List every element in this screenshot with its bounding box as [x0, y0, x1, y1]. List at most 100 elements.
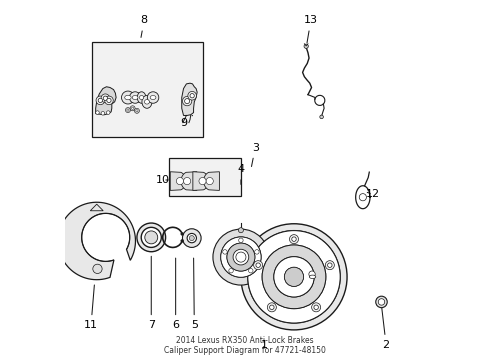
Circle shape	[187, 91, 196, 100]
Circle shape	[134, 108, 139, 113]
Circle shape	[304, 44, 308, 48]
Circle shape	[220, 237, 261, 277]
Text: 8: 8	[140, 15, 147, 37]
Ellipse shape	[150, 95, 156, 99]
Text: 11: 11	[84, 285, 98, 330]
Circle shape	[327, 263, 331, 267]
Ellipse shape	[121, 91, 134, 104]
Circle shape	[93, 264, 102, 274]
Circle shape	[284, 267, 303, 286]
Circle shape	[262, 245, 325, 309]
Circle shape	[136, 110, 138, 112]
Text: 6: 6	[172, 258, 179, 330]
Circle shape	[241, 224, 346, 330]
Circle shape	[233, 249, 248, 265]
Circle shape	[190, 94, 194, 98]
Text: 2: 2	[381, 308, 389, 350]
Polygon shape	[192, 172, 208, 190]
Circle shape	[235, 252, 245, 262]
Ellipse shape	[147, 92, 159, 103]
Circle shape	[104, 96, 113, 105]
Circle shape	[137, 223, 165, 252]
Circle shape	[131, 107, 133, 109]
Bar	[169, 158, 241, 196]
Circle shape	[262, 245, 325, 309]
Circle shape	[325, 261, 334, 270]
Circle shape	[375, 296, 386, 308]
Circle shape	[222, 250, 227, 254]
Ellipse shape	[132, 95, 138, 99]
Ellipse shape	[144, 100, 149, 104]
Circle shape	[101, 94, 109, 103]
Ellipse shape	[309, 275, 315, 279]
Circle shape	[144, 231, 158, 244]
Circle shape	[189, 235, 194, 240]
Circle shape	[106, 98, 111, 103]
Ellipse shape	[129, 92, 141, 103]
Circle shape	[126, 109, 129, 111]
Circle shape	[187, 233, 196, 243]
Circle shape	[220, 237, 261, 277]
Text: 7: 7	[147, 256, 155, 330]
Circle shape	[248, 269, 252, 273]
Ellipse shape	[142, 95, 152, 108]
Circle shape	[226, 243, 254, 271]
Circle shape	[184, 99, 189, 104]
Circle shape	[141, 227, 161, 247]
Circle shape	[319, 115, 323, 119]
Circle shape	[183, 177, 190, 185]
Circle shape	[254, 250, 259, 254]
Circle shape	[130, 106, 135, 111]
Circle shape	[247, 231, 340, 323]
Polygon shape	[170, 172, 185, 190]
Polygon shape	[181, 172, 196, 190]
Circle shape	[206, 177, 213, 185]
Text: 4: 4	[237, 164, 244, 184]
Ellipse shape	[124, 95, 131, 100]
Circle shape	[199, 177, 206, 185]
Circle shape	[267, 303, 276, 312]
Text: 12: 12	[365, 189, 379, 199]
Circle shape	[269, 305, 273, 310]
Polygon shape	[90, 204, 103, 211]
Text: 1: 1	[260, 340, 267, 350]
Circle shape	[101, 112, 104, 115]
Circle shape	[311, 303, 320, 312]
Circle shape	[103, 96, 107, 100]
Circle shape	[176, 177, 183, 185]
Circle shape	[182, 229, 201, 247]
Ellipse shape	[139, 95, 143, 99]
Circle shape	[289, 235, 298, 244]
Text: 3: 3	[251, 143, 258, 167]
Polygon shape	[203, 172, 219, 190]
Circle shape	[273, 257, 313, 297]
Circle shape	[253, 261, 262, 270]
Text: 9: 9	[180, 116, 192, 128]
Circle shape	[181, 239, 183, 242]
Circle shape	[238, 228, 243, 233]
Text: 13: 13	[303, 15, 317, 43]
Circle shape	[181, 233, 183, 235]
Bar	[92, 42, 203, 137]
Circle shape	[255, 263, 260, 267]
Polygon shape	[182, 83, 197, 116]
Circle shape	[378, 299, 384, 305]
Circle shape	[228, 269, 233, 273]
Circle shape	[226, 243, 254, 271]
Polygon shape	[58, 202, 135, 280]
Text: 10: 10	[156, 175, 170, 185]
Polygon shape	[96, 87, 116, 115]
Circle shape	[238, 238, 243, 243]
Circle shape	[308, 271, 315, 277]
Circle shape	[212, 229, 268, 285]
Circle shape	[106, 111, 110, 114]
Circle shape	[96, 96, 104, 105]
Circle shape	[98, 98, 102, 103]
Circle shape	[96, 111, 99, 114]
Circle shape	[247, 231, 340, 323]
Circle shape	[182, 96, 191, 106]
Ellipse shape	[137, 92, 145, 103]
Circle shape	[125, 108, 130, 113]
Circle shape	[291, 237, 296, 241]
Circle shape	[284, 267, 303, 286]
